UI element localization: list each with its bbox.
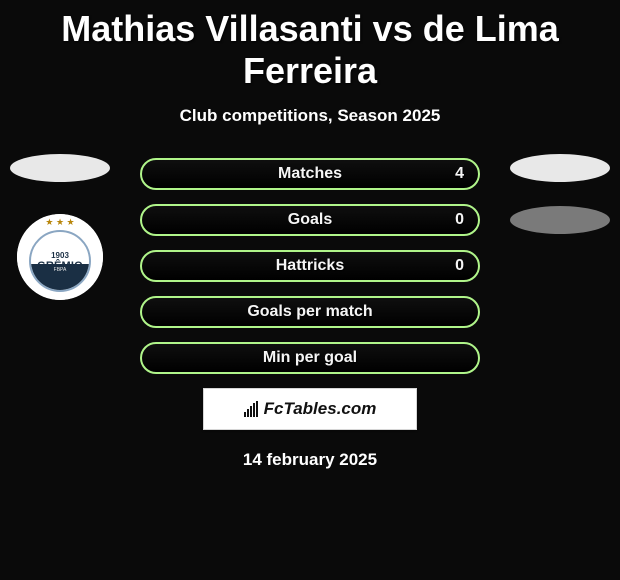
page-subtitle: Club competitions, Season 2025 <box>0 106 620 126</box>
brand-box[interactable]: FcTables.com <box>203 388 417 430</box>
crest-year: 1903 <box>51 251 69 260</box>
stat-value: 0 <box>455 257 464 275</box>
stat-row: Matches 4 <box>140 158 480 190</box>
crest-federation: FBPA <box>54 267 67 273</box>
player-right-token <box>510 154 610 182</box>
footer-date: 14 february 2025 <box>0 450 620 470</box>
stat-label: Goals per match <box>247 303 372 321</box>
player-right-token-2 <box>510 206 610 234</box>
club-crest-left: ★ ★ ★ 1903 GRÊMIO FBPA <box>17 214 103 300</box>
crest-shield: 1903 GRÊMIO FBPA <box>29 230 91 292</box>
stat-value: 4 <box>455 165 464 183</box>
chart-bars-icon <box>244 401 258 417</box>
stat-label: Min per goal <box>263 349 357 367</box>
stat-rows: Matches 4 Goals 0 Hattricks 0 Goals per … <box>140 158 480 374</box>
comparison-content: ★ ★ ★ 1903 GRÊMIO FBPA Matches 4 Goals 0… <box>0 158 620 470</box>
stat-row: Goals 0 <box>140 204 480 236</box>
stat-label: Hattricks <box>276 257 344 275</box>
stat-row: Goals per match <box>140 296 480 328</box>
player-left-token <box>10 154 110 182</box>
stat-label: Matches <box>278 165 342 183</box>
stat-row: Min per goal <box>140 342 480 374</box>
crest-stars: ★ ★ ★ <box>45 217 74 228</box>
stat-label: Goals <box>288 211 332 229</box>
crest-bottom: FBPA <box>31 264 89 290</box>
stat-value: 0 <box>455 211 464 229</box>
brand-text: FcTables.com <box>264 399 377 419</box>
stat-row: Hattricks 0 <box>140 250 480 282</box>
page-title: Mathias Villasanti vs de Lima Ferreira <box>0 0 620 92</box>
